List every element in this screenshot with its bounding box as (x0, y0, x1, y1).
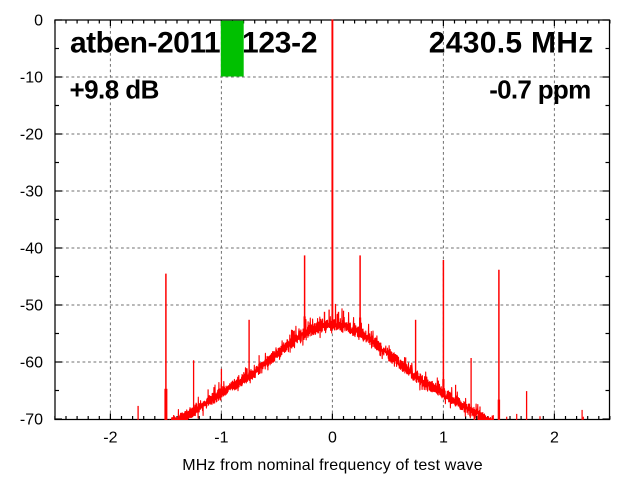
svg-text:123-2: 123-2 (242, 27, 317, 60)
svg-text:-60: -60 (20, 355, 43, 372)
svg-text:-20: -20 (20, 127, 43, 144)
svg-text:-1: -1 (214, 430, 228, 447)
svg-text:-0.7 ppm: -0.7 ppm (489, 75, 590, 105)
svg-text:0: 0 (34, 13, 43, 30)
svg-text:-2: -2 (103, 430, 117, 447)
svg-text:1: 1 (439, 430, 448, 447)
svg-text:-70: -70 (20, 412, 43, 429)
svg-text:-40: -40 (20, 241, 43, 258)
svg-text:-30: -30 (20, 184, 43, 201)
svg-text:MHz from nominal frequency of: MHz from nominal frequency of test wave (182, 457, 483, 474)
svg-text:2430.5 MHz: 2430.5 MHz (429, 27, 594, 60)
svg-text:atben-2011: atben-2011 (70, 27, 220, 60)
svg-text:-50: -50 (20, 298, 43, 315)
svg-text:0: 0 (328, 430, 337, 447)
svg-text:2: 2 (550, 430, 559, 447)
svg-text:-10: -10 (20, 70, 43, 87)
svg-text:+9.8 dB: +9.8 dB (70, 75, 159, 105)
